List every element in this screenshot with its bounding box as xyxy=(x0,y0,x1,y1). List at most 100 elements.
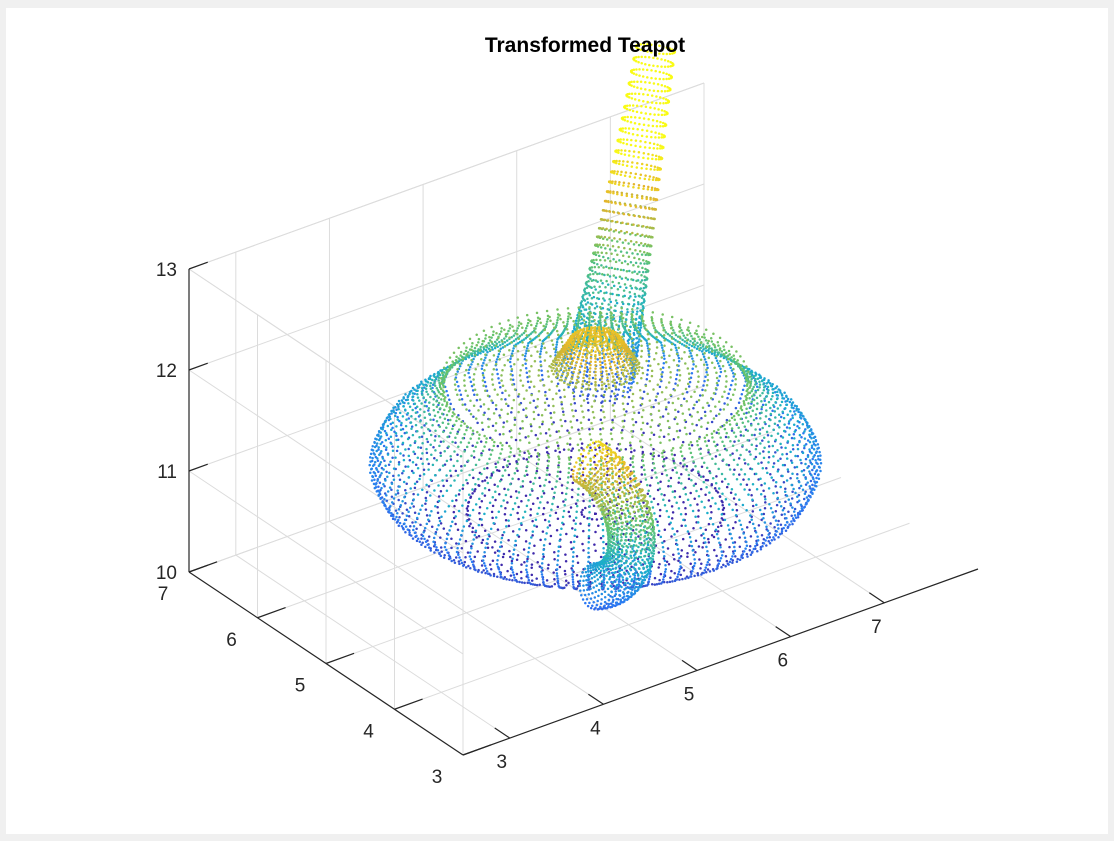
data-point xyxy=(627,386,630,390)
data-point xyxy=(661,366,665,369)
data-point xyxy=(555,384,559,388)
data-point xyxy=(603,299,606,302)
data-point xyxy=(633,121,637,125)
data-point xyxy=(472,476,475,480)
data-point xyxy=(663,344,666,347)
data-point xyxy=(634,172,638,176)
data-point xyxy=(585,366,589,369)
data-point xyxy=(620,313,624,316)
data-point xyxy=(673,389,677,392)
data-point xyxy=(483,380,487,384)
data-point xyxy=(621,324,625,328)
data-point xyxy=(537,374,540,377)
data-point xyxy=(548,524,552,527)
data-point xyxy=(814,451,818,454)
data-point xyxy=(641,397,644,400)
data-point xyxy=(706,479,710,482)
data-point xyxy=(748,520,752,524)
data-point xyxy=(546,501,549,504)
data-point xyxy=(414,417,417,421)
data-point xyxy=(567,368,571,372)
data-point xyxy=(642,156,645,160)
data-point xyxy=(634,295,637,298)
data-point xyxy=(693,497,696,500)
data-point xyxy=(640,162,644,166)
data-point xyxy=(619,138,622,141)
data-point xyxy=(650,43,653,46)
data-point xyxy=(582,293,585,297)
data-point xyxy=(536,405,539,408)
data-point xyxy=(658,70,662,74)
data-point xyxy=(735,422,739,426)
data-point xyxy=(627,350,631,354)
data-point xyxy=(577,321,580,325)
data-point xyxy=(778,419,781,423)
data-point xyxy=(818,450,821,454)
data-point xyxy=(603,327,606,330)
data-point xyxy=(614,260,618,264)
data-point xyxy=(424,380,428,383)
data-point xyxy=(571,351,574,355)
data-point xyxy=(375,438,378,441)
data-point xyxy=(603,218,607,222)
data-point xyxy=(803,419,807,422)
data-point xyxy=(629,463,632,467)
data-point xyxy=(617,149,620,152)
data-point xyxy=(693,390,696,394)
data-point xyxy=(680,357,683,360)
data-point xyxy=(772,479,775,482)
data-point xyxy=(599,311,603,315)
data-point xyxy=(561,407,564,410)
data-point xyxy=(694,482,697,486)
data-point xyxy=(634,92,637,95)
data-point xyxy=(612,258,615,261)
data-point xyxy=(392,406,395,410)
data-point xyxy=(524,494,528,497)
data-point xyxy=(490,336,493,339)
data-point xyxy=(521,341,524,344)
data-point xyxy=(613,337,617,340)
data-point xyxy=(774,401,777,404)
data-point xyxy=(625,286,628,290)
data-point xyxy=(645,167,648,171)
data-point xyxy=(497,336,500,340)
data-point xyxy=(564,419,567,423)
data-point xyxy=(510,336,513,339)
data-point xyxy=(439,451,442,455)
data-point xyxy=(570,362,573,366)
data-point xyxy=(706,421,710,425)
data-point xyxy=(407,417,411,420)
data-point xyxy=(465,507,469,510)
data-point xyxy=(567,510,571,514)
data-point xyxy=(625,410,628,413)
data-point xyxy=(620,152,623,155)
data-point xyxy=(637,183,641,187)
data-point xyxy=(615,323,618,327)
data-point xyxy=(621,322,624,326)
data-point xyxy=(653,208,656,211)
data-point xyxy=(446,394,450,397)
data-point xyxy=(582,313,585,316)
data-point xyxy=(810,433,814,436)
data-point xyxy=(485,476,489,479)
data-point xyxy=(713,548,716,552)
data-point xyxy=(798,416,802,419)
data-point xyxy=(674,408,677,412)
data-point xyxy=(723,348,726,352)
data-point xyxy=(578,365,582,369)
data-point xyxy=(644,384,648,388)
data-point xyxy=(793,410,796,413)
data-point xyxy=(555,345,558,349)
data-point xyxy=(755,396,759,400)
data-point xyxy=(504,507,507,510)
data-point xyxy=(398,419,401,423)
data-point xyxy=(701,345,705,348)
data-point xyxy=(563,381,566,384)
data-point xyxy=(594,360,597,364)
data-point xyxy=(594,271,597,274)
data-point xyxy=(661,313,664,316)
data-point xyxy=(685,390,689,394)
data-point xyxy=(640,166,643,170)
data-point xyxy=(782,416,786,420)
data-point xyxy=(524,337,528,340)
